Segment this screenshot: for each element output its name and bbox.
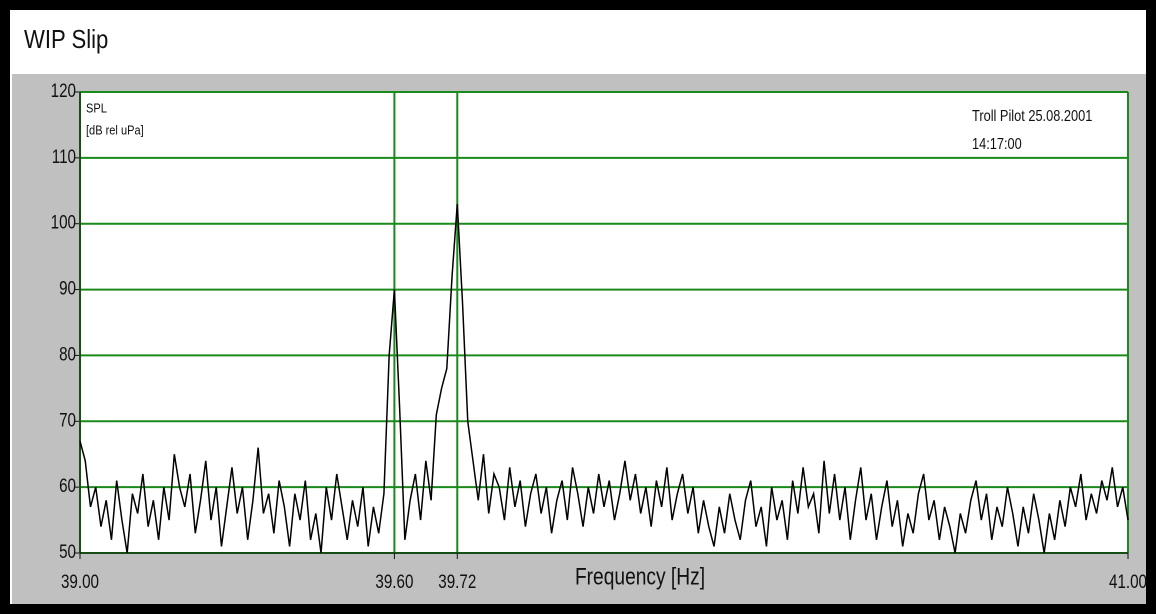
annotation: Troll Pilot 25.08.2001 xyxy=(972,108,1092,126)
y-tick-label: 90 xyxy=(59,277,76,299)
x-axis-label: Frequency [Hz] xyxy=(575,562,705,590)
window-title: WIP Slip xyxy=(24,24,109,54)
y-axis-label: [dB rel uPa] xyxy=(86,123,144,138)
y-tick-label: 120 xyxy=(51,79,76,101)
x-tick-label: 39.72 xyxy=(438,570,476,592)
y-tick-label: 110 xyxy=(52,145,76,167)
x-tick-label: 41.00 xyxy=(1109,570,1147,592)
y-tick-label: 70 xyxy=(59,409,76,431)
x-tick-label: 39.00 xyxy=(61,570,99,592)
y-tick-label: 50 xyxy=(59,540,76,562)
x-tick-label: 39.60 xyxy=(375,570,413,592)
plot-area xyxy=(80,92,1128,553)
y-tick-label: 60 xyxy=(59,474,76,496)
annotation: 14:17:00 xyxy=(972,136,1022,154)
y-tick-label: 100 xyxy=(51,211,76,233)
y-tick-label: 80 xyxy=(59,343,76,365)
spectrum-line xyxy=(79,203,1129,554)
plot-group: 50 60 70 80 90 100 110 120 39.00 39.60 39.72 41.00 S… xyxy=(51,79,1147,592)
y-axis-label: SPL xyxy=(86,101,107,116)
